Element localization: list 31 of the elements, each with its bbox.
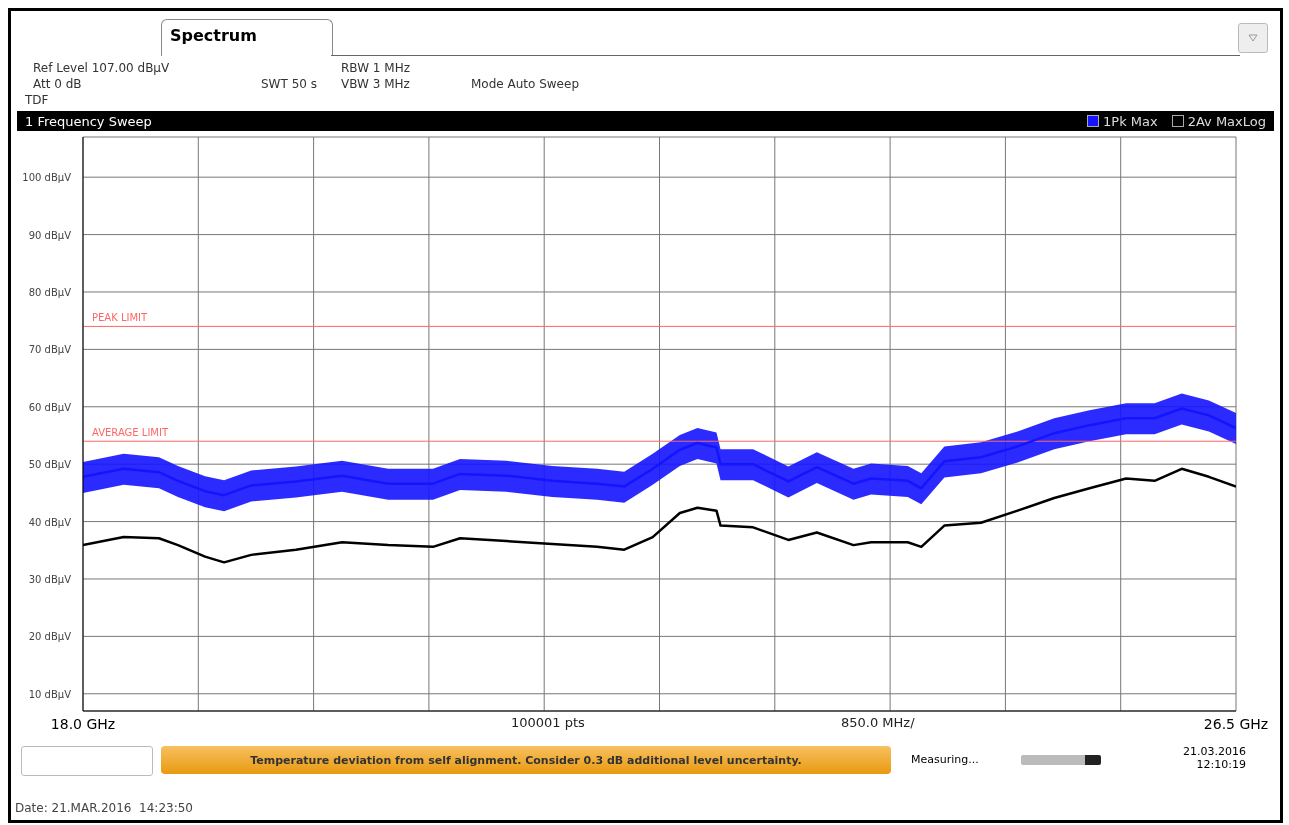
text: RBW 1 MHz [341, 61, 410, 75]
y-tick-label: 70 dBµV [28, 344, 72, 356]
y-tick-label: 90 dBµV [28, 229, 72, 241]
x-tick-label: 18.0 GHz [50, 715, 116, 732]
text: TDF [25, 93, 49, 107]
text: 100001 pts [511, 715, 585, 730]
chart-title: 1 Frequency Sweep [25, 113, 152, 129]
ref-line-label: PEAK LIMIT [92, 312, 149, 324]
legend-label: 2Av MaxLog [1187, 113, 1266, 129]
y-tick-label: 10 dBµV [28, 688, 72, 700]
text: Measuring... [911, 753, 979, 766]
text: Ref Level 107.00 dBµV [33, 61, 170, 75]
y-tick-label: 80 dBµV [28, 286, 72, 298]
y-tick-label: 40 dBµV [28, 516, 72, 528]
ref-line-label: AVERAGE LIMIT [92, 427, 169, 439]
text: SWT 50 s [261, 77, 317, 91]
text: Spectrum [170, 26, 257, 45]
x-tick-label: 26.5 GHz [1203, 715, 1269, 732]
text: Date: 21.MAR.2016 14:23:50 [15, 801, 193, 815]
y-tick-label: 30 dBµV [28, 573, 72, 585]
y-tick-label: 20 dBµV [28, 631, 72, 643]
text: 21.03.2016 12:10:19 [1182, 745, 1246, 771]
y-tick-label: 60 dBµV [28, 401, 72, 413]
text: Mode Auto Sweep [471, 77, 579, 91]
text: Att 0 dB [33, 77, 82, 91]
text: 850.0 MHz/ [841, 715, 915, 730]
text: VBW 3 MHz [341, 77, 410, 91]
y-tick-label: 50 dBµV [28, 459, 72, 471]
legend-label: 1Pk Max [1103, 113, 1158, 129]
y-tick-label: 100 dBµV [22, 172, 72, 184]
text: Temperature deviation from self alignment. Consider 0.3 dB additional level uncertainty. [161, 746, 891, 774]
